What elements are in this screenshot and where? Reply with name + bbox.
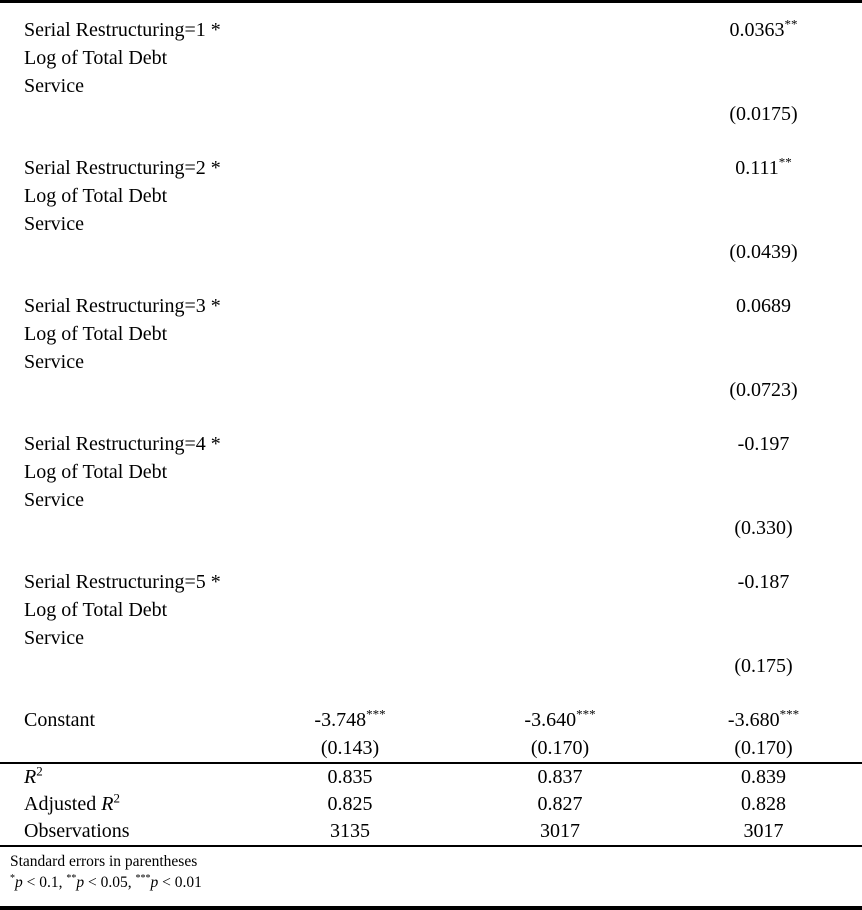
model2-constant-cell: -3.640*** (0.170) — [455, 706, 665, 762]
model3-cell: 0.111** (0.0439) — [665, 154, 862, 266]
observations-model3: 3017 — [743, 820, 784, 842]
adjusted-r-squared-model1: 0.825 — [327, 793, 373, 815]
variable-label-line: Log of Total Debt — [24, 323, 168, 345]
variable-label: Serial Restructuring=1 * Log of Total De… — [0, 16, 245, 100]
model3-cell: -0.187 (0.175) — [665, 568, 862, 680]
midrule-above-stats — [0, 762, 862, 764]
r-squared-model3: 0.839 — [741, 766, 786, 788]
observations-label: Observations — [24, 820, 130, 842]
coefficient-value: 0.0363** — [729, 16, 798, 41]
significance-part: ***p < 0.01 — [135, 872, 202, 891]
r-squared-row: R2 0.835 0.837 0.839 — [0, 764, 862, 791]
standard-error: (0.175) — [734, 655, 793, 677]
coefficient-value: -3.680*** — [727, 706, 800, 731]
coefficient-value: -0.187 — [737, 571, 790, 593]
model1-constant-cell: -3.748*** (0.143) — [245, 706, 455, 762]
spacer — [665, 210, 862, 238]
spacer — [665, 182, 862, 210]
coef-block-serial-restructuring-5: Serial Restructuring=5 * Log of Total De… — [0, 568, 862, 680]
coefficient-section: Serial Restructuring=1 * Log of Total De… — [0, 3, 862, 762]
r-squared-model1: 0.835 — [327, 766, 373, 788]
spacer — [665, 596, 862, 624]
variable-label-line: Serial Restructuring=5 * — [24, 571, 221, 593]
variable-label-line: Serial Restructuring=2 * — [24, 157, 221, 179]
variable-label-line: Serial Restructuring=1 * — [24, 19, 221, 41]
model3-cell: 0.0689 (0.0723) — [665, 292, 862, 404]
adjusted-r-squared-model3: 0.828 — [741, 793, 786, 815]
coefficient-value: 0.111** — [735, 154, 792, 179]
spacer — [665, 44, 862, 72]
variable-label-line: Service — [24, 75, 84, 97]
standard-error: (0.330) — [734, 517, 793, 539]
r-squared-model2: 0.837 — [537, 766, 583, 788]
observations-model1: 3135 — [330, 820, 370, 842]
observations-model2: 3017 — [540, 820, 580, 842]
observations-row: Observations 3135 3017 3017 — [0, 818, 862, 845]
adjusted-r-squared-model2: 0.827 — [537, 793, 583, 815]
standard-error: (0.170) — [734, 737, 793, 759]
coefficient-value: -0.197 — [737, 433, 790, 455]
spacer — [665, 348, 862, 376]
variable-label: Serial Restructuring=4 * Log of Total De… — [0, 430, 245, 514]
significance-part: **p < 0.05, — [66, 872, 136, 891]
constant-row: Constant -3.748*** (0.143) -3.640*** (0.… — [0, 706, 862, 762]
significance-part: *p < 0.1, — [10, 872, 67, 891]
variable-label-line: Service — [24, 627, 84, 649]
table-footnotes: Standard errors in parentheses *p < 0.1,… — [0, 847, 862, 893]
r-squared-label: R2 — [24, 763, 43, 788]
midrule-above-footnotes — [0, 845, 862, 847]
variable-label-line: Log of Total Debt — [24, 599, 168, 621]
constant-label: Constant — [24, 709, 96, 731]
variable-label-line: Service — [24, 213, 84, 235]
standard-error: (0.0723) — [729, 379, 798, 401]
footnote-standard-errors: Standard errors in parentheses — [10, 853, 198, 870]
coefficient-value: 0.0689 — [736, 295, 791, 317]
variable-label: Serial Restructuring=2 * Log of Total De… — [0, 154, 245, 238]
coefficient-value: -3.748*** — [314, 706, 386, 731]
variable-label: Serial Restructuring=3 * Log of Total De… — [0, 292, 245, 376]
variable-label-line: Serial Restructuring=4 * — [24, 433, 221, 455]
standard-error: (0.143) — [320, 737, 380, 759]
adjusted-r-squared-label: Adjusted R2 — [24, 790, 120, 815]
adjusted-r-squared-row: Adjusted R2 0.825 0.827 0.828 — [0, 791, 862, 818]
significance-stars: ** — [784, 16, 798, 32]
variable-label-line: Log of Total Debt — [24, 47, 168, 69]
variable-label-line: Serial Restructuring=3 * — [24, 295, 221, 317]
significance-stars: *** — [576, 706, 596, 722]
model3-cell: -0.197 (0.330) — [665, 430, 862, 542]
variable-label-line: Service — [24, 351, 84, 373]
significance-stars: *** — [366, 706, 386, 722]
variable-label-line: Log of Total Debt — [24, 185, 168, 207]
standard-error: (0.170) — [530, 737, 590, 759]
stats-section: R2 0.835 0.837 0.839 Adjusted R2 0.825 0… — [0, 764, 862, 845]
spacer — [665, 72, 862, 100]
standard-error: (0.0175) — [729, 103, 798, 125]
coef-block-serial-restructuring-3: Serial Restructuring=3 * Log of Total De… — [0, 292, 862, 404]
significance-stars: *** — [779, 706, 800, 722]
coefficient-value: -3.640*** — [524, 706, 596, 731]
spacer — [665, 320, 862, 348]
model3-cell: 0.0363** (0.0175) — [665, 16, 862, 128]
variable-label-line: Service — [24, 489, 84, 511]
variable-label: Serial Restructuring=5 * Log of Total De… — [0, 568, 245, 652]
variable-label-line: Log of Total Debt — [24, 461, 168, 483]
spacer — [665, 486, 862, 514]
model3-constant-cell: -3.680*** (0.170) — [665, 706, 862, 762]
standard-error: (0.0439) — [729, 241, 798, 263]
spacer — [665, 458, 862, 486]
footnote-significance-levels: *p < 0.1, **p < 0.05, ***p < 0.01 — [10, 872, 862, 893]
spacer — [665, 624, 862, 652]
coef-block-serial-restructuring-2: Serial Restructuring=2 * Log of Total De… — [0, 154, 862, 266]
coef-block-serial-restructuring-1: Serial Restructuring=1 * Log of Total De… — [0, 16, 862, 128]
significance-stars: ** — [778, 154, 792, 170]
coef-block-serial-restructuring-4: Serial Restructuring=4 * Log of Total De… — [0, 430, 862, 542]
